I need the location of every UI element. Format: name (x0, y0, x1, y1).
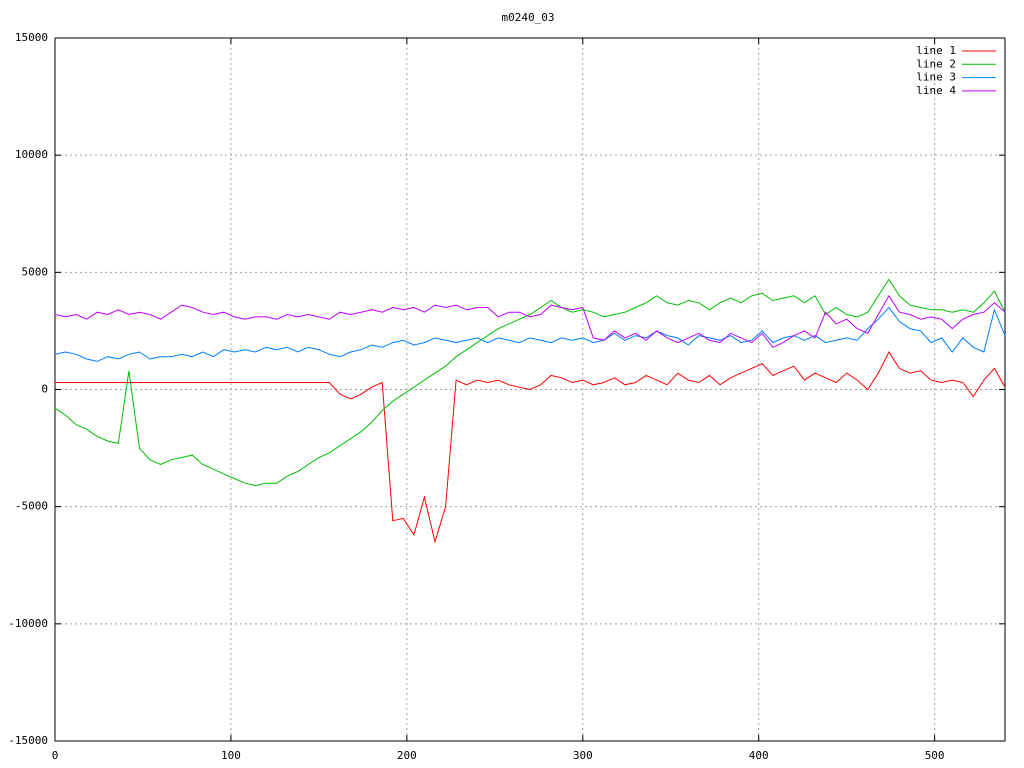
plot-frame (54, 37, 1006, 742)
x-tick-label: 500 (925, 749, 945, 762)
y-tick-label: 15000 (15, 31, 48, 44)
legend-label: line 1 (916, 44, 956, 57)
y-tick-label: 0 (41, 383, 48, 396)
legend-label: line 3 (916, 71, 956, 84)
y-tick-label: -15000 (8, 734, 48, 747)
legend-label: line 4 (916, 84, 956, 97)
x-tick-label: 0 (52, 749, 59, 762)
data-line (55, 350, 1006, 544)
legend-label: line 2 (916, 57, 956, 70)
y-tick-label: 5000 (22, 265, 49, 278)
chart-title: m0240_03 (502, 11, 555, 24)
data-line (54, 306, 1006, 362)
x-tick-label: 100 (221, 749, 241, 762)
data-line (54, 278, 1006, 487)
data-line (54, 294, 1006, 348)
y-tick-label: -5000 (15, 500, 48, 513)
x-tick-label: 400 (749, 749, 769, 762)
x-tick-label: 200 (397, 749, 417, 762)
y-tick-label: 10000 (15, 148, 48, 161)
x-tick-label: 300 (573, 749, 593, 762)
y-tick-label: -10000 (8, 617, 48, 630)
